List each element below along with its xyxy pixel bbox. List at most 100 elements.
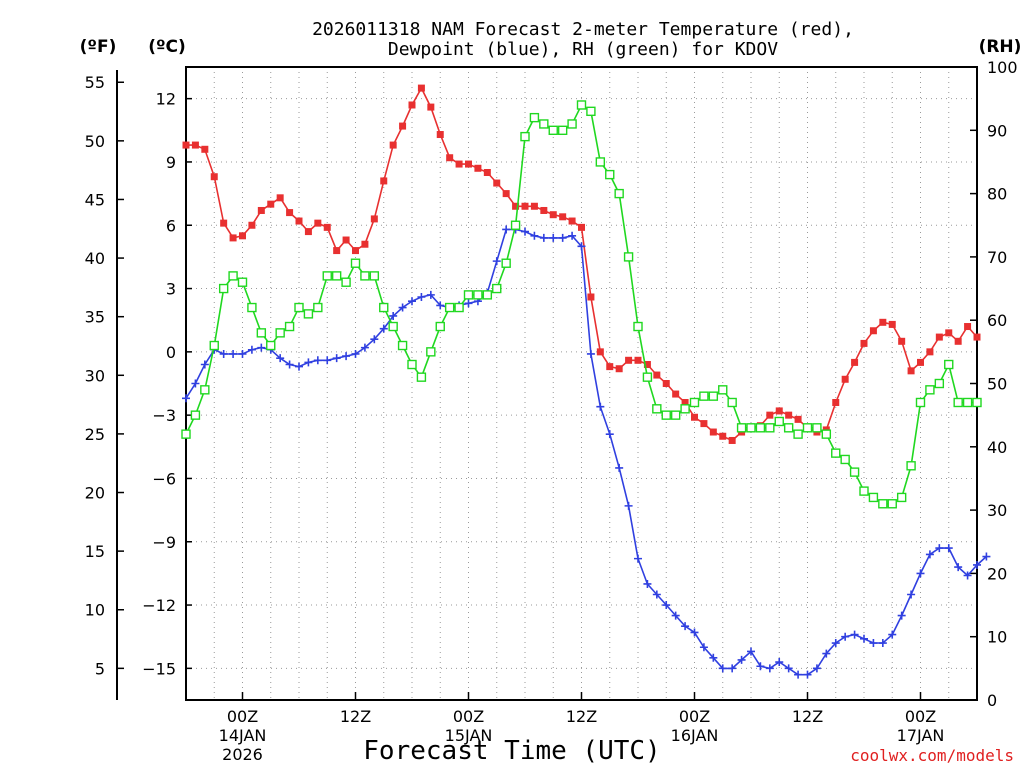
- temperature-point: [286, 209, 294, 217]
- rh-point: [284, 321, 295, 332]
- rh-point: [303, 309, 314, 319]
- dewpoint-point: [907, 590, 916, 599]
- temperature-point: [493, 179, 501, 187]
- temperature-point: [342, 236, 350, 244]
- dewpoint-point: [342, 352, 351, 361]
- fahrenheit-tick-label: 35: [85, 308, 105, 327]
- dewpoint-point: [605, 430, 614, 439]
- rh-point: [379, 302, 389, 313]
- temperature-point: [926, 348, 934, 356]
- dewpoint-point: [615, 463, 624, 472]
- dewpoint-point: [634, 554, 642, 563]
- dewpoint-point: [436, 301, 445, 310]
- rh-point: [849, 467, 860, 477]
- grid-lines: [186, 67, 977, 700]
- temperature-point: [643, 361, 651, 369]
- dewpoint-point: [586, 349, 595, 358]
- dewpoint-point: [247, 345, 256, 354]
- rh-point: [435, 321, 445, 332]
- temperature-point: [502, 190, 510, 198]
- celsius-tick-label: −3: [152, 406, 176, 425]
- dewpoint-point: [295, 362, 303, 371]
- rh-point: [746, 423, 756, 433]
- rh-point: [444, 302, 455, 313]
- rh-point: [680, 404, 690, 414]
- fahrenheit-tick-label: 55: [85, 73, 105, 92]
- rh-point: [699, 391, 709, 401]
- fahrenheit-tick-label: 50: [85, 132, 105, 151]
- rh-point: [812, 423, 822, 433]
- celsius-tick-label: −9: [152, 533, 176, 552]
- temperature-point: [869, 327, 877, 335]
- dewpoint-point: [417, 292, 426, 301]
- dewpoint-point: [963, 571, 972, 580]
- dewpoint-point: [765, 664, 774, 673]
- rh-tick-label: 100: [987, 58, 1018, 77]
- temperature-point: [465, 160, 472, 168]
- temperature-point: [587, 293, 595, 301]
- temperature-point: [681, 398, 689, 406]
- dewpoint-point: [229, 349, 238, 358]
- temperature-point: [427, 103, 435, 111]
- rh-point: [887, 499, 897, 509]
- rh-point: [313, 302, 323, 313]
- temperature-point: [568, 217, 576, 225]
- data-series: [181, 84, 991, 679]
- rh-point: [350, 258, 361, 268]
- dewpoint-point: [756, 662, 765, 671]
- temperature-point: [691, 413, 698, 421]
- temperature-point: [615, 365, 623, 373]
- x-tick-label: 12Z: [340, 707, 371, 726]
- dewpoint-point: [973, 560, 981, 569]
- rh-point: [360, 271, 370, 281]
- dewpoint-point: [878, 639, 887, 648]
- temperature-point: [455, 160, 463, 168]
- temperature-point: [662, 380, 670, 387]
- temperature-point: [352, 247, 359, 255]
- rh-point: [576, 100, 587, 110]
- dewpoint-point: [897, 611, 906, 620]
- rh-point: [595, 157, 606, 167]
- rh-point: [802, 423, 813, 433]
- rh-point: [925, 385, 935, 395]
- temperature-point: [596, 348, 604, 356]
- x-axis-label: Forecast Time (UTC): [363, 736, 660, 766]
- fahrenheit-tick-label: 45: [85, 190, 105, 209]
- rh-point: [765, 423, 775, 433]
- rh-tick-label: 30: [987, 501, 1007, 520]
- rh-point: [718, 385, 728, 395]
- celsius-tick-label: 0: [166, 343, 176, 362]
- temperature-point: [775, 407, 783, 415]
- rh-point: [407, 359, 417, 370]
- rh-point: [783, 423, 794, 433]
- dewpoint-point: [351, 349, 360, 358]
- temperature-point: [851, 358, 859, 366]
- temperature-point: [314, 219, 322, 227]
- source-credit: coolwx.com/models: [850, 746, 1014, 765]
- temperature-point: [634, 356, 642, 364]
- rh-point: [831, 448, 841, 458]
- celsius-tick-label: 6: [166, 216, 176, 235]
- rh-tick-label: 70: [987, 248, 1007, 267]
- rh-point: [331, 271, 342, 281]
- rh-point: [247, 302, 257, 313]
- temperature-point: [559, 213, 567, 221]
- x-tick-label: 00Z: [453, 707, 484, 726]
- rh-point: [623, 252, 634, 262]
- x-tick-date: 14JAN: [219, 726, 267, 745]
- dewpoint-point: [662, 601, 671, 610]
- series-line: [185, 228, 987, 676]
- rh-tick-label: 90: [987, 121, 1007, 140]
- chart-title-line1: 2026011318 NAM Forecast 2-meter Temperat…: [312, 19, 854, 40]
- temperature-point: [210, 173, 218, 181]
- rh-point: [548, 125, 558, 136]
- rh-point: [652, 404, 662, 414]
- rh-point: [689, 397, 700, 408]
- fahrenheit-tick-label: 25: [85, 425, 105, 444]
- x-tick-label: 12Z: [792, 707, 823, 726]
- dewpoint-point: [238, 349, 247, 358]
- dewpoint-point: [182, 394, 190, 403]
- temperature-point: [239, 232, 246, 240]
- rh-unit-label: (RH): [979, 37, 1022, 57]
